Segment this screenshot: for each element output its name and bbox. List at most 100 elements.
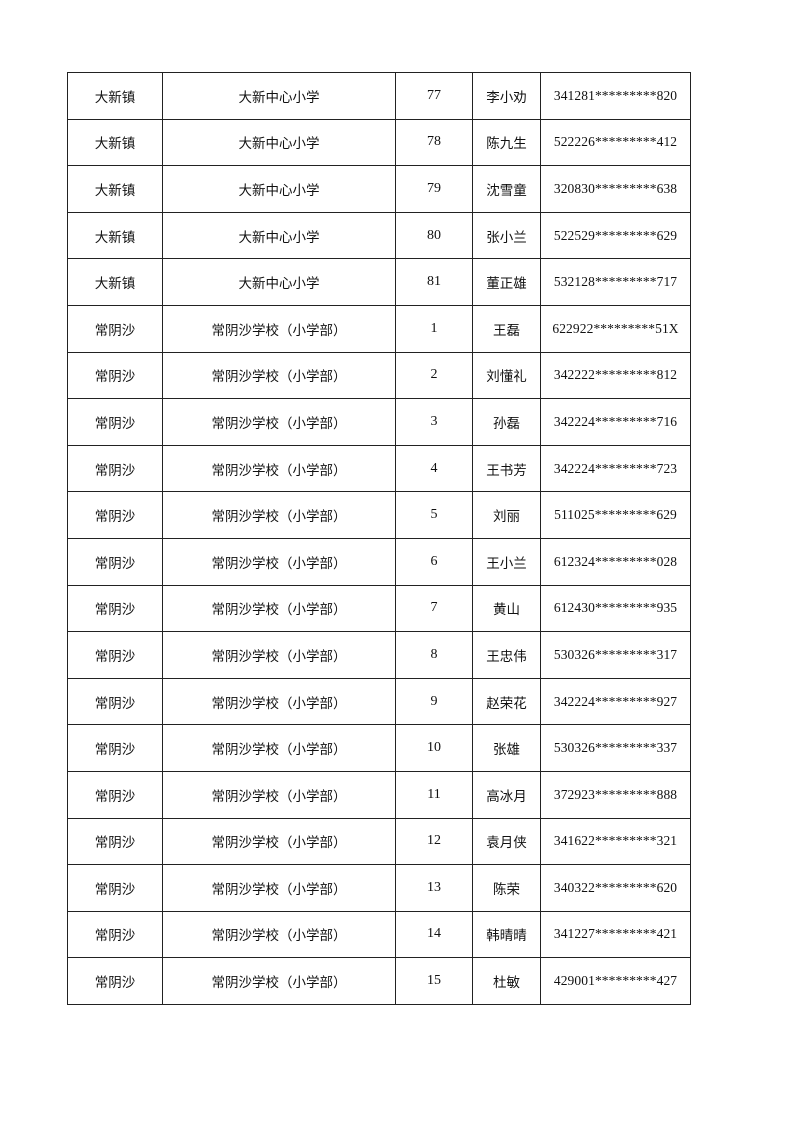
id-number-cell: 522529*********629 (540, 211, 691, 260)
number-cell: 13 (395, 864, 473, 912)
name-cell: 沈雪童 (472, 165, 541, 213)
table-row: 常阴沙 常阴沙学校（小学部） 1 王磊 622922*********51X (67, 304, 691, 353)
number-cell: 7 (395, 584, 473, 633)
school-cell: 大新中心小学 (162, 165, 396, 213)
school-cell: 常阴沙学校（小学部） (162, 351, 396, 400)
name-cell: 王磊 (472, 304, 541, 353)
school-cell: 常阴沙学校（小学部） (162, 584, 396, 633)
name-cell: 陈荣 (472, 864, 541, 912)
number-cell: 78 (395, 118, 473, 167)
table-row: 大新镇 大新中心小学 81 董正雄 532128*********717 (67, 258, 691, 306)
town-cell: 常阴沙 (67, 444, 163, 493)
table-row: 常阴沙 常阴沙学校（小学部） 12 袁月侠 341622*********321 (67, 817, 691, 866)
name-cell: 刘丽 (472, 491, 541, 539)
name-cell: 王忠伟 (472, 631, 541, 679)
town-cell: 大新镇 (67, 165, 163, 213)
table-row: 常阴沙 常阴沙学校（小学部） 3 孙磊 342224*********716 (67, 398, 691, 446)
town-cell: 常阴沙 (67, 537, 163, 586)
table-row: 常阴沙 常阴沙学校（小学部） 15 杜敏 429001*********427 (67, 957, 691, 1005)
school-cell: 大新中心小学 (162, 211, 396, 260)
number-cell: 10 (395, 724, 473, 772)
name-cell: 刘懂礼 (472, 351, 541, 400)
number-cell: 15 (395, 957, 473, 1005)
table-row: 常阴沙 常阴沙学校（小学部） 7 黄山 612430*********935 (67, 584, 691, 633)
name-cell: 董正雄 (472, 258, 541, 306)
school-cell: 常阴沙学校（小学部） (162, 957, 396, 1005)
name-cell: 王小兰 (472, 537, 541, 586)
id-number-cell: 612430*********935 (540, 584, 691, 633)
school-cell: 常阴沙学校（小学部） (162, 537, 396, 586)
town-cell: 常阴沙 (67, 491, 163, 539)
school-cell: 常阴沙学校（小学部） (162, 677, 396, 726)
number-cell: 3 (395, 398, 473, 446)
town-cell: 大新镇 (67, 118, 163, 167)
id-number-cell: 320830*********638 (540, 165, 691, 213)
town-cell: 常阴沙 (67, 817, 163, 866)
number-cell: 4 (395, 444, 473, 493)
table-body: 大新镇 大新中心小学 77 李小劝 341281*********820 大新镇 大新中心小… (67, 72, 691, 1005)
table-row: 常阴沙 常阴沙学校（小学部） 13 陈荣 340322*********620 (67, 864, 691, 912)
school-cell: 大新中心小学 (162, 72, 396, 120)
school-cell: 常阴沙学校（小学部） (162, 770, 396, 819)
id-number-cell: 341227*********421 (540, 910, 691, 959)
id-number-cell: 622922*********51X (540, 304, 691, 353)
number-cell: 77 (395, 72, 473, 120)
name-cell: 韩晴晴 (472, 910, 541, 959)
id-number-cell: 532128*********717 (540, 258, 691, 306)
name-cell: 张小兰 (472, 211, 541, 260)
table-row: 大新镇 大新中心小学 78 陈九生 522226*********412 (67, 118, 691, 167)
table-row: 常阴沙 常阴沙学校（小学部） 11 高冰月 372923*********888 (67, 770, 691, 819)
town-cell: 常阴沙 (67, 631, 163, 679)
name-cell: 孙磊 (472, 398, 541, 446)
number-cell: 11 (395, 770, 473, 819)
school-cell: 大新中心小学 (162, 258, 396, 306)
number-cell: 5 (395, 491, 473, 539)
school-cell: 常阴沙学校（小学部） (162, 910, 396, 959)
table-row: 常阴沙 常阴沙学校（小学部） 10 张雄 530326*********337 (67, 724, 691, 772)
school-cell: 常阴沙学校（小学部） (162, 444, 396, 493)
name-cell: 张雄 (472, 724, 541, 772)
table-row: 大新镇 大新中心小学 79 沈雪童 320830*********638 (67, 165, 691, 213)
name-cell: 高冰月 (472, 770, 541, 819)
id-number-cell: 522226*********412 (540, 118, 691, 167)
school-cell: 常阴沙学校（小学部） (162, 817, 396, 866)
table-row: 大新镇 大新中心小学 80 张小兰 522529*********629 (67, 211, 691, 260)
number-cell: 2 (395, 351, 473, 400)
town-cell: 常阴沙 (67, 770, 163, 819)
id-number-cell: 612324*********028 (540, 537, 691, 586)
number-cell: 12 (395, 817, 473, 866)
town-cell: 常阴沙 (67, 351, 163, 400)
number-cell: 79 (395, 165, 473, 213)
name-cell: 杜敏 (472, 957, 541, 1005)
id-number-cell: 342224*********723 (540, 444, 691, 493)
table-row: 常阴沙 常阴沙学校（小学部） 9 赵荣花 342224*********927 (67, 677, 691, 726)
id-number-cell: 530326*********317 (540, 631, 691, 679)
id-number-cell: 341622*********321 (540, 817, 691, 866)
school-cell: 常阴沙学校（小学部） (162, 864, 396, 912)
name-cell: 赵荣花 (472, 677, 541, 726)
town-cell: 常阴沙 (67, 864, 163, 912)
id-number-cell: 342222*********812 (540, 351, 691, 400)
school-cell: 常阴沙学校（小学部） (162, 491, 396, 539)
table-row: 常阴沙 常阴沙学校（小学部） 2 刘懂礼 342222*********812 (67, 351, 691, 400)
school-cell: 常阴沙学校（小学部） (162, 304, 396, 353)
town-cell: 常阴沙 (67, 957, 163, 1005)
town-cell: 大新镇 (67, 258, 163, 306)
school-cell: 常阴沙学校（小学部） (162, 631, 396, 679)
table-row: 常阴沙 常阴沙学校（小学部） 6 王小兰 612324*********028 (67, 537, 691, 586)
number-cell: 6 (395, 537, 473, 586)
table-row: 常阴沙 常阴沙学校（小学部） 14 韩晴晴 341227*********421 (67, 910, 691, 959)
number-cell: 14 (395, 910, 473, 959)
id-number-cell: 511025*********629 (540, 491, 691, 539)
student-table: 大新镇 大新中心小学 77 李小劝 341281*********820 大新镇 大新中心小… (67, 72, 691, 1005)
table-row: 常阴沙 常阴沙学校（小学部） 8 王忠伟 530326*********317 (67, 631, 691, 679)
id-number-cell: 372923*********888 (540, 770, 691, 819)
name-cell: 陈九生 (472, 118, 541, 167)
number-cell: 8 (395, 631, 473, 679)
number-cell: 80 (395, 211, 473, 260)
town-cell: 大新镇 (67, 72, 163, 120)
id-number-cell: 340322*********620 (540, 864, 691, 912)
town-cell: 常阴沙 (67, 398, 163, 446)
school-cell: 常阴沙学校（小学部） (162, 724, 396, 772)
table-row: 常阴沙 常阴沙学校（小学部） 4 王书芳 342224*********723 (67, 444, 691, 493)
